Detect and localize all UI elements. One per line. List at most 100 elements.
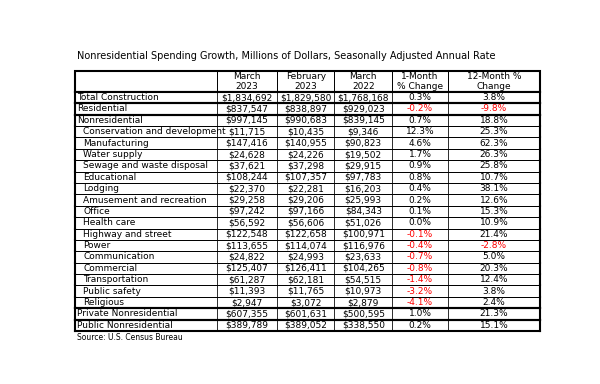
Bar — [448, 183, 540, 194]
Text: -0.1%: -0.1% — [407, 230, 433, 239]
Bar — [75, 194, 217, 206]
Text: $11,393: $11,393 — [229, 286, 266, 296]
Text: $19,502: $19,502 — [345, 150, 382, 159]
Bar — [217, 308, 277, 319]
Text: Water supply: Water supply — [83, 150, 143, 159]
Text: Health care: Health care — [83, 218, 136, 227]
Text: Commercial: Commercial — [83, 264, 137, 273]
Text: Lodging: Lodging — [83, 184, 119, 193]
Bar — [277, 126, 334, 137]
Text: 5.0%: 5.0% — [482, 252, 505, 262]
Text: $122,548: $122,548 — [226, 230, 268, 239]
Text: $389,052: $389,052 — [284, 321, 328, 330]
Bar — [392, 126, 448, 137]
Text: $104,265: $104,265 — [342, 264, 385, 273]
Text: $11,715: $11,715 — [229, 127, 266, 136]
Text: $997,145: $997,145 — [226, 116, 268, 125]
Bar — [75, 183, 217, 194]
Text: Public safety: Public safety — [83, 286, 141, 296]
Text: 12.6%: 12.6% — [479, 195, 508, 205]
Bar — [75, 297, 217, 308]
Text: $1,768,168: $1,768,168 — [338, 93, 389, 102]
Bar — [392, 285, 448, 297]
Bar — [448, 92, 540, 103]
Bar — [217, 92, 277, 103]
Text: $97,783: $97,783 — [344, 173, 382, 182]
Text: $839,145: $839,145 — [342, 116, 385, 125]
Text: $116,976: $116,976 — [342, 241, 385, 250]
Text: Power: Power — [83, 241, 110, 250]
Bar — [75, 172, 217, 183]
Bar — [392, 274, 448, 285]
Text: $56,592: $56,592 — [229, 218, 266, 227]
Text: $29,915: $29,915 — [345, 161, 382, 170]
Bar — [217, 297, 277, 308]
Text: 12.3%: 12.3% — [406, 127, 434, 136]
Bar — [277, 297, 334, 308]
Bar — [392, 160, 448, 172]
Text: $126,411: $126,411 — [284, 264, 327, 273]
Bar — [392, 228, 448, 240]
Bar — [392, 217, 448, 228]
Text: $114,074: $114,074 — [284, 241, 327, 250]
Bar — [217, 183, 277, 194]
Bar — [448, 71, 540, 92]
Text: Nonresidential: Nonresidential — [77, 116, 143, 125]
Bar — [217, 285, 277, 297]
Text: 0.0%: 0.0% — [409, 218, 431, 227]
Bar — [334, 274, 392, 285]
Bar — [392, 240, 448, 251]
Text: $607,355: $607,355 — [226, 310, 269, 318]
Text: $2,879: $2,879 — [347, 298, 379, 307]
Bar — [448, 172, 540, 183]
Text: $90,823: $90,823 — [345, 139, 382, 147]
Bar — [448, 308, 540, 319]
Text: $108,244: $108,244 — [226, 173, 268, 182]
Text: 4.6%: 4.6% — [409, 139, 431, 147]
Bar — [277, 149, 334, 160]
Text: $29,258: $29,258 — [229, 195, 266, 205]
Bar — [334, 217, 392, 228]
Bar — [277, 71, 334, 92]
Bar — [392, 319, 448, 331]
Text: $113,655: $113,655 — [226, 241, 269, 250]
Text: 38.1%: 38.1% — [479, 184, 508, 193]
Bar — [392, 297, 448, 308]
Bar — [75, 274, 217, 285]
Text: $338,550: $338,550 — [342, 321, 385, 330]
Bar — [277, 194, 334, 206]
Text: $37,621: $37,621 — [229, 161, 266, 170]
Text: Private Nonresidential: Private Nonresidential — [77, 310, 178, 318]
Bar — [277, 263, 334, 274]
Text: $990,683: $990,683 — [284, 116, 328, 125]
Bar — [277, 160, 334, 172]
Bar — [217, 71, 277, 92]
Bar — [217, 274, 277, 285]
Text: Source: U.S. Census Bureau: Source: U.S. Census Bureau — [77, 333, 182, 342]
Bar — [448, 160, 540, 172]
Bar — [277, 274, 334, 285]
Bar — [392, 172, 448, 183]
Bar — [448, 285, 540, 297]
Bar — [75, 319, 217, 331]
Bar — [217, 217, 277, 228]
Bar — [334, 308, 392, 319]
Text: 0.8%: 0.8% — [409, 173, 431, 182]
Bar — [75, 137, 217, 149]
Bar — [448, 228, 540, 240]
Text: -3.2%: -3.2% — [407, 286, 433, 296]
Bar — [277, 137, 334, 149]
Bar — [277, 115, 334, 126]
Text: 15.3%: 15.3% — [479, 207, 508, 216]
Text: $125,407: $125,407 — [226, 264, 268, 273]
Bar — [392, 308, 448, 319]
Text: $62,181: $62,181 — [287, 275, 325, 284]
Bar — [334, 285, 392, 297]
Text: $1,834,692: $1,834,692 — [221, 93, 272, 102]
Text: $500,595: $500,595 — [342, 310, 385, 318]
Text: -0.4%: -0.4% — [407, 241, 433, 250]
Bar — [448, 149, 540, 160]
Text: 1.0%: 1.0% — [409, 310, 431, 318]
Bar — [277, 172, 334, 183]
Bar — [75, 217, 217, 228]
